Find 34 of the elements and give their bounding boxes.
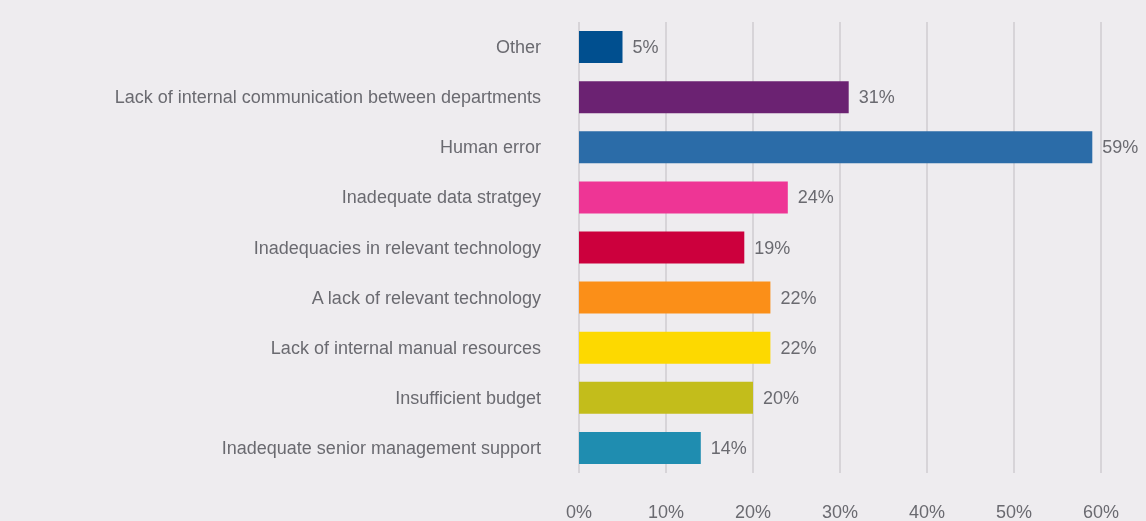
x-tick-label: 40% — [908, 502, 946, 521]
bar — [579, 431, 701, 464]
data-label: 22% — [780, 337, 817, 358]
y-tick-label: Lack of internal communication between departments — [114, 87, 541, 108]
y-tick-label: Inadequate senior management support — [221, 437, 541, 458]
x-tick-label: 10% — [647, 502, 685, 521]
y-tick-label: Lack of internal manual resources — [270, 337, 541, 358]
data-label: 14% — [710, 437, 747, 458]
y-tick-label: A lack of relevant technology — [311, 287, 541, 308]
bar — [579, 181, 788, 214]
bar — [579, 81, 849, 114]
x-tick-label: 30% — [821, 502, 859, 521]
data-label: 31% — [858, 87, 895, 108]
x-tick-label: 20% — [734, 502, 772, 521]
y-tick-label: Human error — [439, 137, 541, 158]
data-label: 20% — [763, 387, 800, 408]
bar — [579, 331, 771, 364]
bar — [579, 231, 745, 264]
x-tick-label: 50% — [995, 502, 1033, 521]
data-label: 19% — [754, 237, 791, 258]
y-tick-label: Inadequate data stratgey — [341, 187, 541, 208]
y-tick-label: Insufficient budget — [395, 387, 541, 408]
bar — [579, 281, 771, 314]
x-tick-label: 0% — [565, 502, 593, 521]
bar — [579, 31, 623, 64]
x-tick-label: 60% — [1082, 502, 1120, 521]
data-label: 59% — [1102, 137, 1139, 158]
bar — [579, 381, 753, 414]
data-label: 22% — [780, 287, 817, 308]
y-tick-label: Other — [495, 37, 541, 58]
y-tick-label: Inadequacies in relevant technology — [253, 237, 541, 258]
bar — [579, 131, 1093, 164]
data-label: 24% — [797, 187, 834, 208]
data-label: 5% — [632, 37, 659, 58]
